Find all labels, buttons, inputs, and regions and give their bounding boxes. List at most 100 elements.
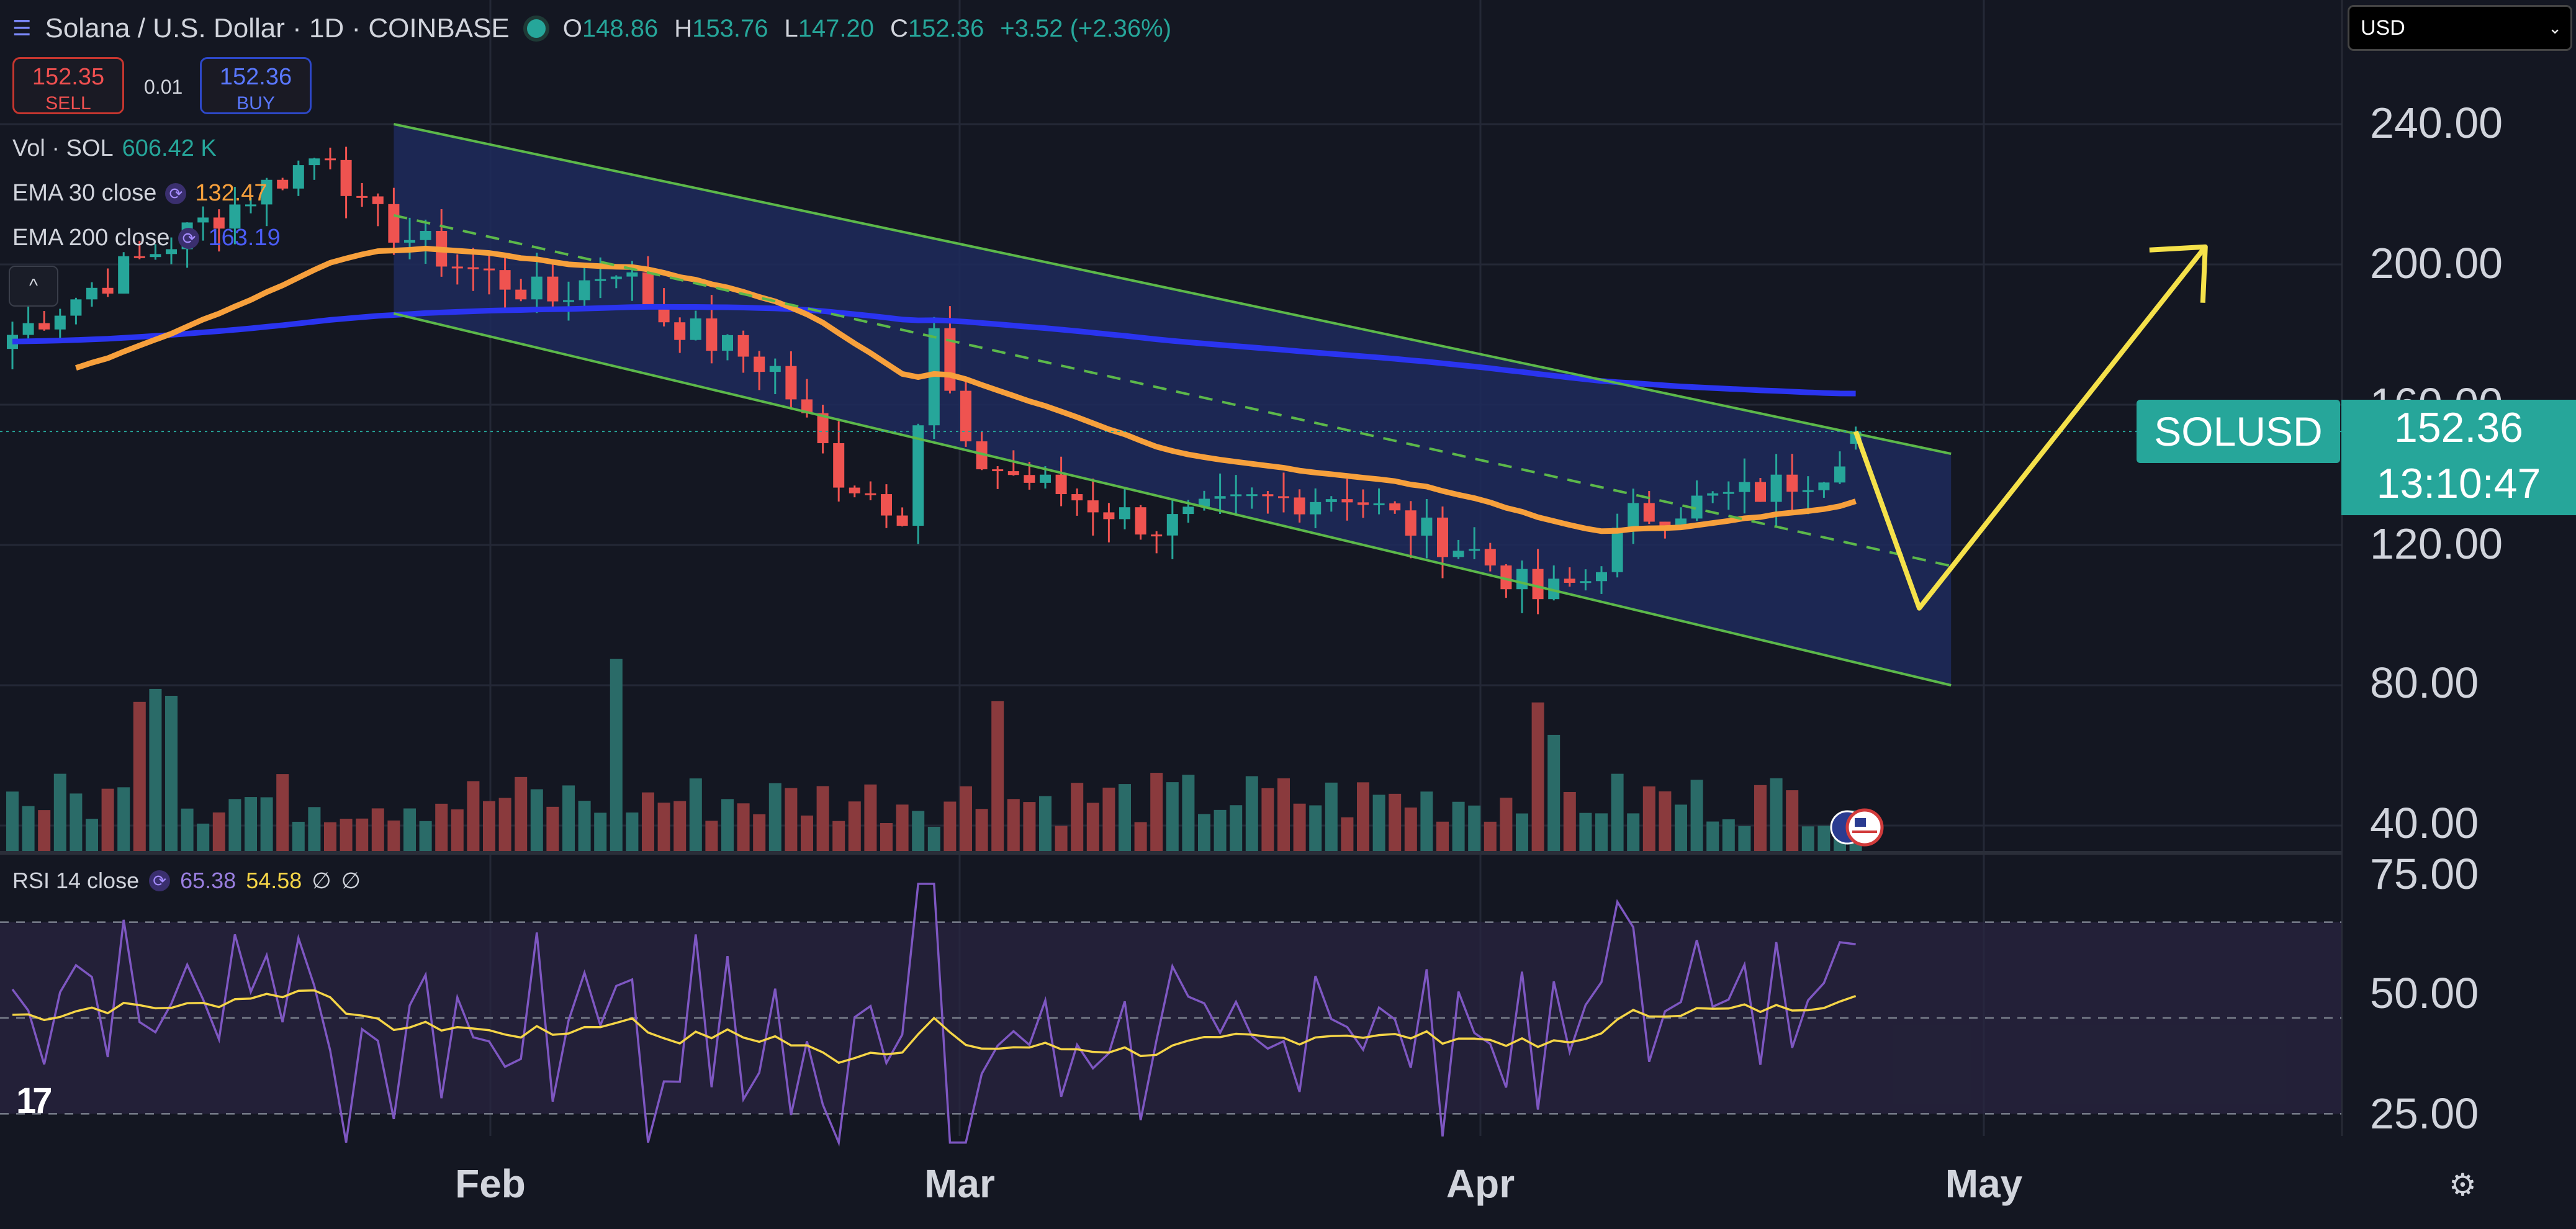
ema200-legend[interactable]: EMA 200 close ⟳ 163.19: [12, 225, 281, 251]
candle-body: [531, 276, 543, 300]
candle-body: [1770, 474, 1782, 502]
candle-body: [1484, 549, 1496, 565]
candle-body: [992, 469, 1004, 472]
candle-body: [595, 279, 606, 281]
candle-body: [547, 276, 559, 302]
candle-body: [1199, 498, 1210, 507]
candle-body: [1596, 572, 1607, 582]
volume-bar: [1484, 821, 1497, 852]
candle-body: [1723, 492, 1734, 494]
volume-bar: [1801, 826, 1814, 852]
candle-body: [610, 276, 622, 279]
ema200-line: [12, 304, 1856, 397]
candle-body: [1341, 499, 1353, 503]
candle-body: [277, 179, 289, 189]
price-axis-label: 240.00: [2370, 99, 2503, 147]
volume-bar: [22, 806, 35, 852]
rsi-levels: [0, 921, 2341, 1115]
volume-bar: [1404, 807, 1417, 852]
candle-body: [754, 356, 765, 372]
candle-body: [292, 165, 304, 189]
candle-body: [642, 272, 654, 305]
volume-bar: [943, 801, 957, 852]
volume-bar: [1150, 773, 1163, 852]
candle-body: [1294, 497, 1305, 515]
candle-body: [404, 240, 415, 243]
candle-body: [801, 399, 813, 413]
candle-body: [166, 249, 177, 254]
volume-bar: [53, 773, 66, 852]
candle-body: [213, 217, 225, 229]
candle-body: [1055, 474, 1067, 495]
volume-bar: [292, 821, 305, 852]
candle-body: [1659, 521, 1671, 527]
volume-bar: [1071, 783, 1084, 852]
candle-body: [785, 366, 797, 400]
candle-body: [944, 328, 956, 391]
symbol-title[interactable]: Solana / U.S. Dollar · 1D · COINBASE: [45, 13, 510, 43]
volume-bar: [610, 659, 623, 852]
candle-body: [849, 487, 860, 493]
volume-bar: [451, 809, 464, 852]
candle-body: [674, 322, 686, 340]
volume-bar: [1230, 805, 1243, 852]
candle-body: [912, 425, 924, 526]
rsi-ma-line: [12, 989, 1857, 1065]
candle-body: [38, 323, 50, 330]
rsi-axis-label: 25.00: [2370, 1089, 2479, 1138]
volume-bar: [1563, 791, 1576, 852]
volume-bar: [1579, 813, 1592, 852]
settings-gear-icon[interactable]: ⚙: [2449, 1168, 2477, 1202]
volume-bar: [165, 696, 178, 852]
volume-bar: [1261, 788, 1274, 852]
candle-body: [1452, 551, 1464, 557]
candle-body: [1262, 494, 1274, 497]
volume-bar: [1817, 826, 1831, 852]
sell-button[interactable]: 152.35 SELL: [12, 57, 124, 114]
volume-legend[interactable]: Vol · SOL 606.42 K: [12, 135, 217, 161]
volume-bar: [785, 788, 798, 852]
candle-body: [865, 493, 876, 495]
volume-bar: [435, 803, 448, 852]
candle-body: [1325, 499, 1337, 502]
candle-body: [1739, 482, 1750, 492]
time-axis-label: Apr: [1446, 1161, 1515, 1206]
volume-bar: [1277, 778, 1290, 852]
volume-bar: [356, 818, 369, 852]
volume-bar: [927, 826, 940, 852]
volume-bar: [1642, 786, 1655, 852]
volume-bar: [896, 804, 909, 852]
candle-body: [308, 158, 320, 166]
candle-body: [356, 196, 368, 198]
candle-body: [325, 158, 336, 161]
candle-body: [499, 270, 511, 290]
buy-button[interactable]: 152.36 BUY: [200, 57, 312, 114]
volume-bar: [753, 814, 766, 852]
ema30-legend[interactable]: EMA 30 close ⟳ 132.47: [12, 180, 268, 206]
rsi-legend[interactable]: RSI 14 close ⟳ 65.38 54.58 ∅ ∅: [12, 868, 361, 893]
tradingview-logo[interactable]: 17: [16, 1081, 52, 1121]
candle-body: [1135, 507, 1146, 535]
volume-bar: [467, 781, 480, 852]
collapse-legend-button[interactable]: ^: [9, 266, 58, 307]
ohlc-values: O148.86 H153.76 L147.20 C152.36 +3.52 (+…: [562, 14, 1172, 42]
volume-bar: [1754, 785, 1767, 852]
currency-select[interactable]: USD ⌄: [2348, 5, 2572, 51]
volume-bar: [816, 786, 829, 852]
channel-upper-line: [393, 123, 1952, 456]
volume-bar: [1055, 826, 1068, 852]
candle-body: [1564, 578, 1575, 583]
volume-bar: [1706, 821, 1719, 852]
candle-body: [1373, 503, 1385, 505]
volume-bar: [1786, 790, 1799, 852]
candle-body: [484, 268, 495, 271]
candle-body: [737, 335, 749, 357]
candle-body: [833, 443, 845, 488]
pane-separator: [0, 851, 2341, 855]
volume-bar: [626, 813, 639, 852]
volume-bar: [1627, 813, 1640, 852]
volume-bar: [1722, 819, 1735, 852]
volume-bar: [1611, 773, 1624, 852]
list-icon[interactable]: ☰: [12, 17, 32, 40]
